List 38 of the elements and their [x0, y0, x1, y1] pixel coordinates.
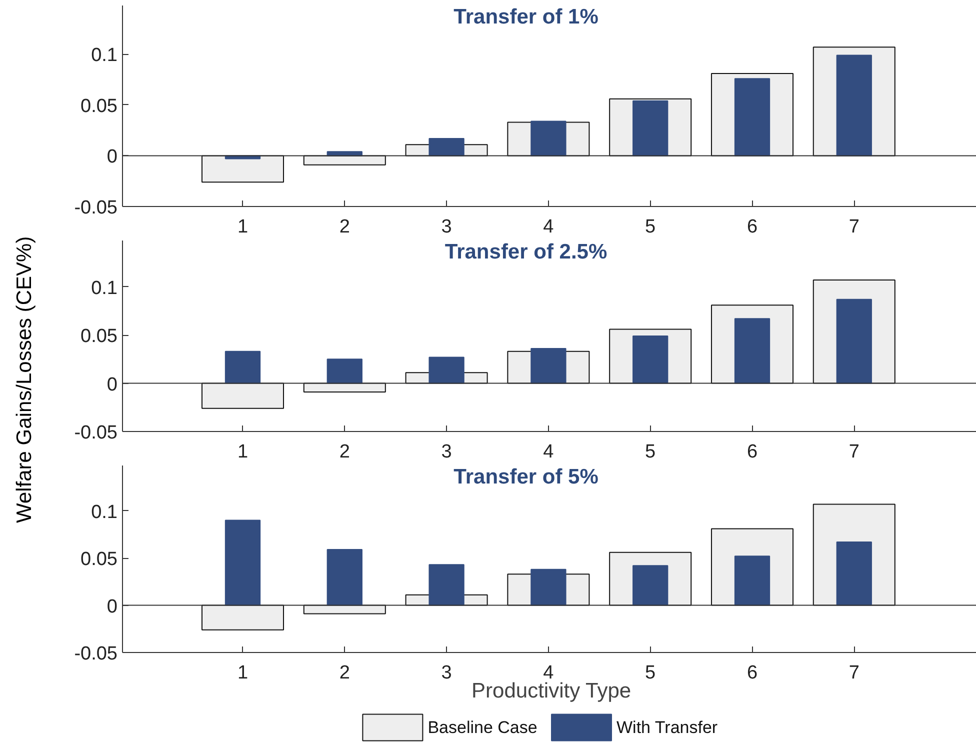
x-tick-label: 2	[339, 216, 350, 238]
y-tick-label: 0.1	[91, 45, 118, 66]
y-tick-label: 0	[106, 374, 118, 396]
x-tick-label: 1	[237, 662, 248, 684]
x-tick-label: 3	[441, 662, 452, 684]
x-tick-label: 4	[543, 442, 554, 462]
x-tick-label: 1	[237, 442, 248, 462]
x-tick-label: 6	[746, 216, 758, 238]
y-axis-title: Welfare Gains/Losses (CEV%)	[12, 236, 37, 523]
x-tick-label: 5	[645, 216, 656, 238]
x-tick-label: 6	[746, 662, 758, 684]
chart-title: Transfer of 1%	[454, 6, 599, 28]
x-tick-label: 3	[441, 442, 452, 462]
x-tick-label: 2	[339, 442, 350, 462]
chart-title: Transfer of 5%	[454, 466, 599, 488]
x-tick-label: 1	[237, 216, 248, 238]
y-tick-label: 0.05	[80, 549, 118, 570]
x-tick-label: 3	[441, 216, 452, 238]
x-tick-label: 5	[645, 442, 656, 462]
x-tick-label: 2	[339, 662, 350, 684]
y-tick-label: 0.1	[91, 278, 118, 299]
x-tick-label: 6	[746, 442, 758, 462]
x-tick-label: 7	[848, 216, 860, 238]
y-tick-label: 0	[106, 146, 118, 168]
x-tick-label: 4	[543, 216, 554, 238]
x-tick-label: 7	[848, 662, 860, 684]
y-tick-label: 0.1	[91, 502, 118, 523]
legend-label: With Transfer	[616, 718, 718, 737]
chart-title: Transfer of 2.5%	[444, 240, 608, 264]
x-tick-label: 7	[848, 442, 860, 462]
y-tick-label: -0.05	[74, 198, 118, 218]
y-tick-label: 0	[106, 596, 118, 618]
y-tick-label: 0.05	[80, 96, 118, 117]
y-tick-label: 0.05	[80, 326, 118, 348]
y-tick-label: -0.05	[74, 644, 118, 664]
y-tick-label: -0.05	[74, 422, 118, 444]
legend-label: Baseline Case	[428, 718, 538, 737]
x-tick-label: 5	[645, 662, 656, 684]
